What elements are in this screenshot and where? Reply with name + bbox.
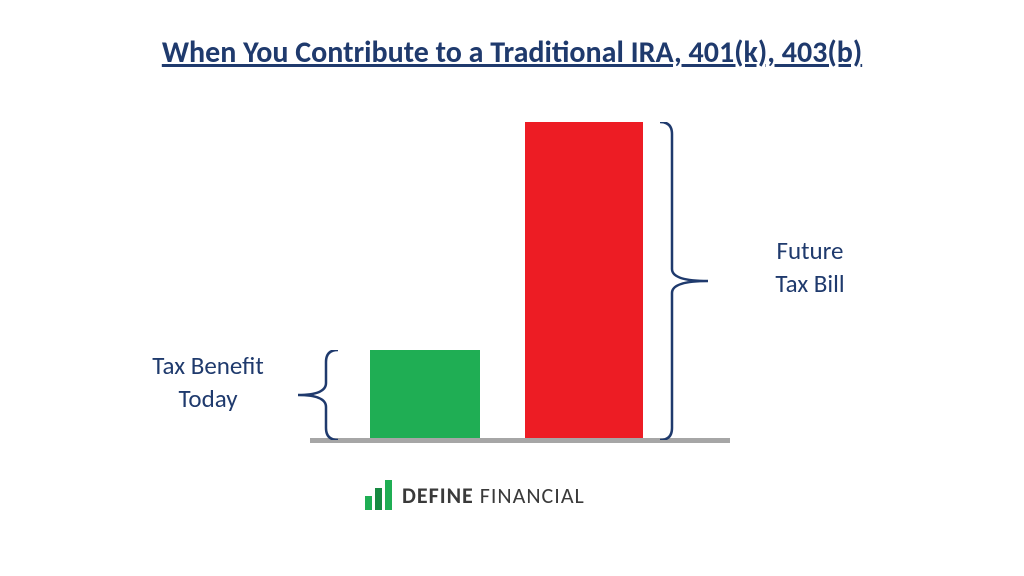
- future-tax-label: Future Tax Bill: [740, 235, 880, 300]
- logo-text: DEFINE FINANCIAL: [402, 482, 585, 509]
- logo-text-light: FINANCIAL: [474, 482, 585, 509]
- tax-benefit-label: Tax Benefit Today: [128, 350, 288, 415]
- logo-text-bold: DEFINE: [402, 482, 474, 509]
- logo-bar-3: [385, 480, 392, 510]
- left-bracket-icon: [298, 350, 338, 440]
- future-tax-label-line1: Future: [777, 235, 844, 266]
- tax-benefit-label-line2: Today: [178, 383, 237, 414]
- logo-bars-icon: [365, 480, 392, 510]
- tax-benefit-label-line1: Tax Benefit: [152, 350, 263, 381]
- bar-tax-benefit: [370, 350, 480, 440]
- right-bracket-icon: [660, 122, 708, 440]
- future-tax-label-line2: Tax Bill: [775, 268, 844, 299]
- logo-bar-2: [375, 488, 382, 510]
- brand-logo: DEFINE FINANCIAL: [365, 480, 585, 510]
- page-title: When You Contribute to a Traditional IRA…: [0, 34, 1024, 71]
- logo-bar-1: [365, 496, 372, 510]
- slide: When You Contribute to a Traditional IRA…: [0, 0, 1024, 576]
- bar-future-tax: [525, 122, 643, 440]
